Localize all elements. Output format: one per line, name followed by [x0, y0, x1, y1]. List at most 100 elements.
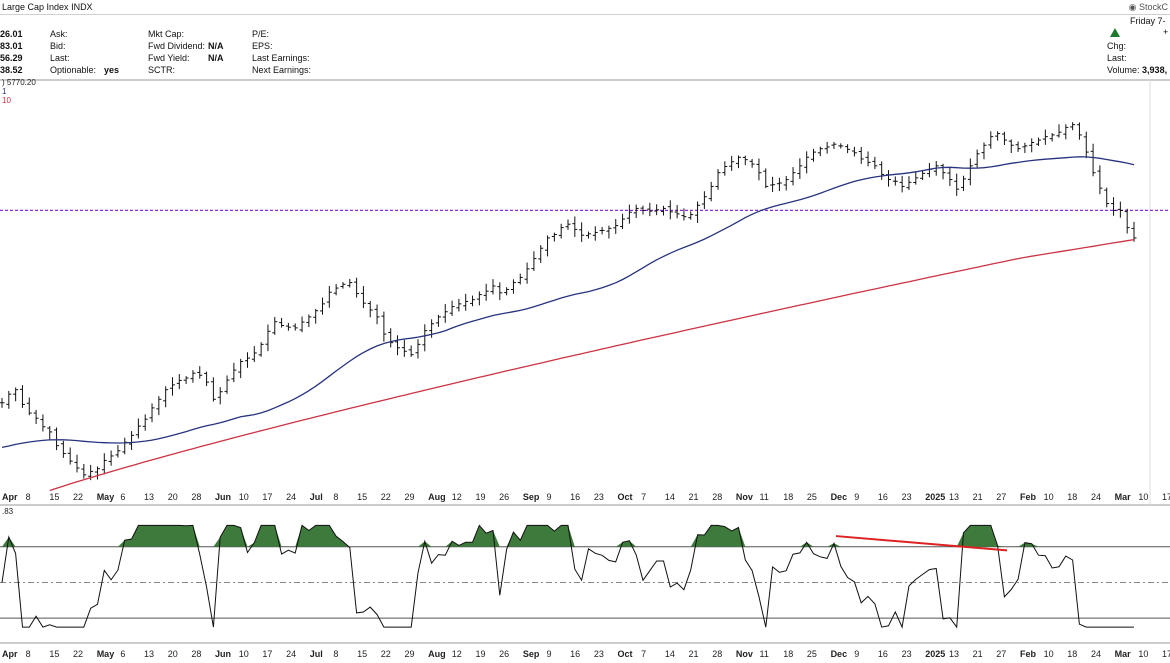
- x-tick-label: 2025: [925, 492, 945, 502]
- x-tick-label: 20: [168, 492, 178, 502]
- price-bar: [749, 159, 755, 168]
- price-bar: [510, 279, 516, 294]
- price-bar: [592, 226, 598, 241]
- price-bar: [456, 298, 462, 312]
- price-bar: [647, 202, 653, 217]
- x-tick-label: Nov: [736, 492, 753, 502]
- x-tick-label: 2025: [925, 649, 945, 659]
- price-bar: [210, 377, 216, 402]
- price-bar: [135, 418, 141, 439]
- x-tick-label: 10: [1138, 492, 1148, 502]
- x-tick-label: 9: [546, 492, 551, 502]
- x-tick-label: 18: [783, 649, 793, 659]
- price-bar: [1090, 143, 1096, 177]
- x-tick-label: 10: [1044, 492, 1054, 502]
- price-bar: [367, 301, 373, 318]
- x-tick-label: 17: [262, 649, 272, 659]
- x-tick-label: 9: [546, 649, 551, 659]
- price-bar: [695, 201, 701, 223]
- price-bar: [60, 440, 66, 458]
- price-bar: [572, 216, 578, 237]
- price-bar: [831, 141, 837, 150]
- ask-label: Ask:: [50, 29, 68, 39]
- price-bar: [320, 297, 326, 315]
- x-tick-label: Aug: [428, 649, 446, 659]
- price-bar: [715, 169, 721, 190]
- price-bar: [354, 277, 360, 298]
- price-bar: [374, 304, 380, 325]
- price-bar: [40, 414, 46, 432]
- price-bar: [545, 235, 551, 257]
- price-bars: [0, 122, 1137, 481]
- fwd-yield-label: Fwd Yield:: [148, 53, 190, 63]
- price-bar: [292, 323, 298, 331]
- price-bar: [0, 397, 5, 408]
- price-bar: [490, 279, 496, 295]
- price-bar: [1111, 197, 1117, 216]
- price-bar: [497, 282, 503, 301]
- up-arrow-icon: [1110, 28, 1120, 37]
- price-bar: [633, 204, 639, 219]
- x-tick-label: 13: [144, 492, 154, 502]
- x-tick-label: 26: [499, 492, 509, 502]
- x-tick-label: 28: [191, 492, 201, 502]
- x-tick-label: 25: [807, 649, 817, 659]
- x-tick-label: Jul: [310, 649, 323, 659]
- price-bar: [804, 151, 810, 174]
- price-bar: [265, 324, 271, 352]
- x-tick-label: 24: [286, 649, 296, 659]
- x-tick-label: Aug: [428, 492, 446, 502]
- x-tick-label: 15: [49, 492, 59, 502]
- x-tick-label: 16: [878, 492, 888, 502]
- rsi-line: [1, 524, 1134, 629]
- volume-label: Volume: 3,938,: [1107, 65, 1168, 75]
- price-bar: [313, 308, 319, 324]
- price-bar: [6, 390, 12, 409]
- x-tick-label: 22: [381, 649, 391, 659]
- last-label: Last:: [50, 53, 70, 63]
- price-bar: [306, 314, 312, 328]
- x-tick-label: 8: [26, 492, 31, 502]
- quote-value: 26.01: [0, 29, 23, 39]
- price-bar: [231, 362, 237, 383]
- price-bar: [476, 291, 482, 306]
- x-tick-label: 18: [1067, 649, 1077, 659]
- price-bar: [101, 453, 107, 475]
- x-tick-label: 9: [854, 492, 859, 502]
- price-bar: [47, 426, 53, 440]
- price-bar: [729, 155, 735, 171]
- x-tick-label: 16: [878, 649, 888, 659]
- x-tick-label: 9: [854, 649, 859, 659]
- x-tick-label: 16: [570, 492, 580, 502]
- price-bar: [722, 161, 728, 176]
- x-tick-label: Oct: [618, 492, 633, 502]
- price-bar: [435, 314, 441, 327]
- price-bar: [238, 358, 244, 379]
- x-tick-label: 24: [1091, 492, 1101, 502]
- legend-price: ) 5770.20: [2, 78, 36, 87]
- ma200-line: [49, 238, 1135, 492]
- quote-value: 56.29: [0, 53, 23, 63]
- price-bar: [770, 176, 776, 192]
- price-bar: [163, 386, 169, 408]
- price-bar: [606, 225, 612, 239]
- x-tick-label: Mar: [1115, 649, 1132, 659]
- price-bar: [422, 324, 428, 352]
- x-tick-label: 24: [286, 492, 296, 502]
- x-tick-label: 18: [783, 492, 793, 502]
- price-bar: [667, 200, 673, 220]
- price-bar: [517, 273, 523, 285]
- price-bar: [565, 219, 571, 230]
- price-bar: [620, 213, 626, 230]
- x-tick-label: Apr: [2, 649, 18, 659]
- price-bar: [224, 375, 230, 394]
- x-tick-label: 17: [1162, 649, 1170, 659]
- price-bar: [790, 167, 796, 186]
- x-tick-label: Nov: [736, 649, 753, 659]
- plus-label: +: [1163, 27, 1169, 37]
- price-bar: [449, 300, 455, 316]
- price-bar: [183, 376, 189, 384]
- price-bar: [470, 295, 476, 307]
- price-bar: [858, 146, 864, 164]
- x-tick-label: 23: [902, 492, 912, 502]
